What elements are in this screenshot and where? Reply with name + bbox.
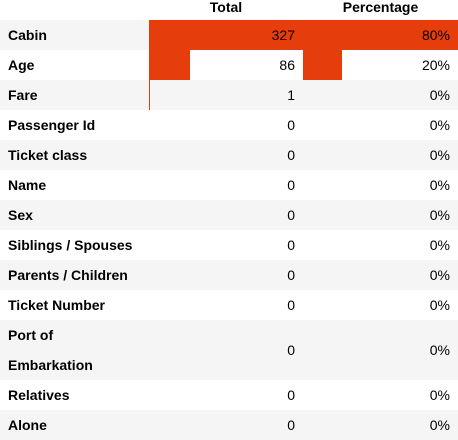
cell-total: 0 <box>149 380 303 410</box>
cell-total: 0 <box>149 200 303 230</box>
cell-percentage: 0% <box>303 320 458 380</box>
table-header-row: Total Percentage <box>0 0 458 20</box>
row-label: Name <box>0 170 149 200</box>
value-total: 0 <box>287 297 295 313</box>
cell-total: 0 <box>149 170 303 200</box>
cell-percentage: 0% <box>303 410 458 440</box>
value-percentage: 0% <box>430 417 450 433</box>
value-total: 0 <box>287 342 295 358</box>
row-label: Sex <box>0 200 149 230</box>
value-total: 0 <box>287 147 295 163</box>
header-percentage: Percentage <box>303 0 458 20</box>
value-total: 0 <box>287 237 295 253</box>
value-total: 0 <box>287 267 295 283</box>
cell-total: 0 <box>149 260 303 290</box>
table-body: Cabin 327 80% Age 86 20% Fare 1 0% Passenger Id 0 0… <box>0 20 458 440</box>
header-total: Total <box>149 0 303 20</box>
cell-total: 0 <box>149 140 303 170</box>
value-percentage: 0% <box>430 117 450 133</box>
table-row: Ticket Number 0 0% <box>0 290 458 320</box>
cell-percentage: 0% <box>303 290 458 320</box>
table-row: Port of Embarkation 0 0% <box>0 320 458 380</box>
table-row: Parents / Children 0 0% <box>0 260 458 290</box>
value-percentage: 0% <box>430 87 450 103</box>
value-percentage: 0% <box>430 297 450 313</box>
row-label: Siblings / Spouses <box>0 230 149 260</box>
row-label: Port of Embarkation <box>0 320 149 380</box>
cell-total: 86 <box>149 50 303 80</box>
row-label: Ticket Number <box>0 290 149 320</box>
table-row: Alone 0 0% <box>0 410 458 440</box>
value-percentage: 0% <box>430 342 450 358</box>
cell-percentage: 80% <box>303 20 458 50</box>
cell-percentage: 0% <box>303 260 458 290</box>
cell-total: 0 <box>149 110 303 140</box>
cell-percentage: 0% <box>303 110 458 140</box>
row-label: Ticket class <box>0 140 149 170</box>
value-percentage: 0% <box>430 387 450 403</box>
cell-total: 0 <box>149 290 303 320</box>
value-total: 0 <box>287 177 295 193</box>
table-row: Sex 0 0% <box>0 200 458 230</box>
cell-total: 0 <box>149 230 303 260</box>
table-row: Age 86 20% <box>0 50 458 80</box>
value-percentage: 0% <box>430 267 450 283</box>
row-label: Parents / Children <box>0 260 149 290</box>
value-percentage: 0% <box>430 207 450 223</box>
cell-total: 1 <box>149 80 303 110</box>
row-label: Cabin <box>0 20 149 50</box>
cell-total: 327 <box>149 20 303 50</box>
value-total: 0 <box>287 207 295 223</box>
value-total: 0 <box>287 387 295 403</box>
cell-percentage: 0% <box>303 230 458 260</box>
table-row: Fare 1 0% <box>0 80 458 110</box>
table-row: Siblings / Spouses 0 0% <box>0 230 458 260</box>
cell-total: 0 <box>149 320 303 380</box>
table-row: Ticket class 0 0% <box>0 140 458 170</box>
cell-percentage: 0% <box>303 380 458 410</box>
value-percentage: 0% <box>430 177 450 193</box>
cell-percentage: 0% <box>303 200 458 230</box>
value-percentage: 80% <box>422 27 450 43</box>
cell-total: 0 <box>149 410 303 440</box>
value-total: 1 <box>287 87 295 103</box>
cell-percentage: 20% <box>303 50 458 80</box>
cell-percentage: 0% <box>303 170 458 200</box>
row-label: Passenger Id <box>0 110 149 140</box>
value-total: 327 <box>272 27 295 43</box>
value-percentage: 0% <box>430 147 450 163</box>
table-row: Passenger Id 0 0% <box>0 110 458 140</box>
table-row: Name 0 0% <box>0 170 458 200</box>
cell-percentage: 0% <box>303 80 458 110</box>
row-label: Age <box>0 50 149 80</box>
bar-percentage <box>303 50 342 80</box>
row-label: Alone <box>0 410 149 440</box>
table-row: Cabin 327 80% <box>0 20 458 50</box>
row-label: Fare <box>0 80 149 110</box>
value-total: 0 <box>287 117 295 133</box>
header-label <box>0 0 149 20</box>
value-total: 0 <box>287 417 295 433</box>
value-percentage: 20% <box>422 57 450 73</box>
value-total: 86 <box>279 57 295 73</box>
value-percentage: 0% <box>430 237 450 253</box>
table-row: Relatives 0 0% <box>0 380 458 410</box>
row-label: Relatives <box>0 380 149 410</box>
cell-percentage: 0% <box>303 140 458 170</box>
bar-total <box>149 50 190 80</box>
